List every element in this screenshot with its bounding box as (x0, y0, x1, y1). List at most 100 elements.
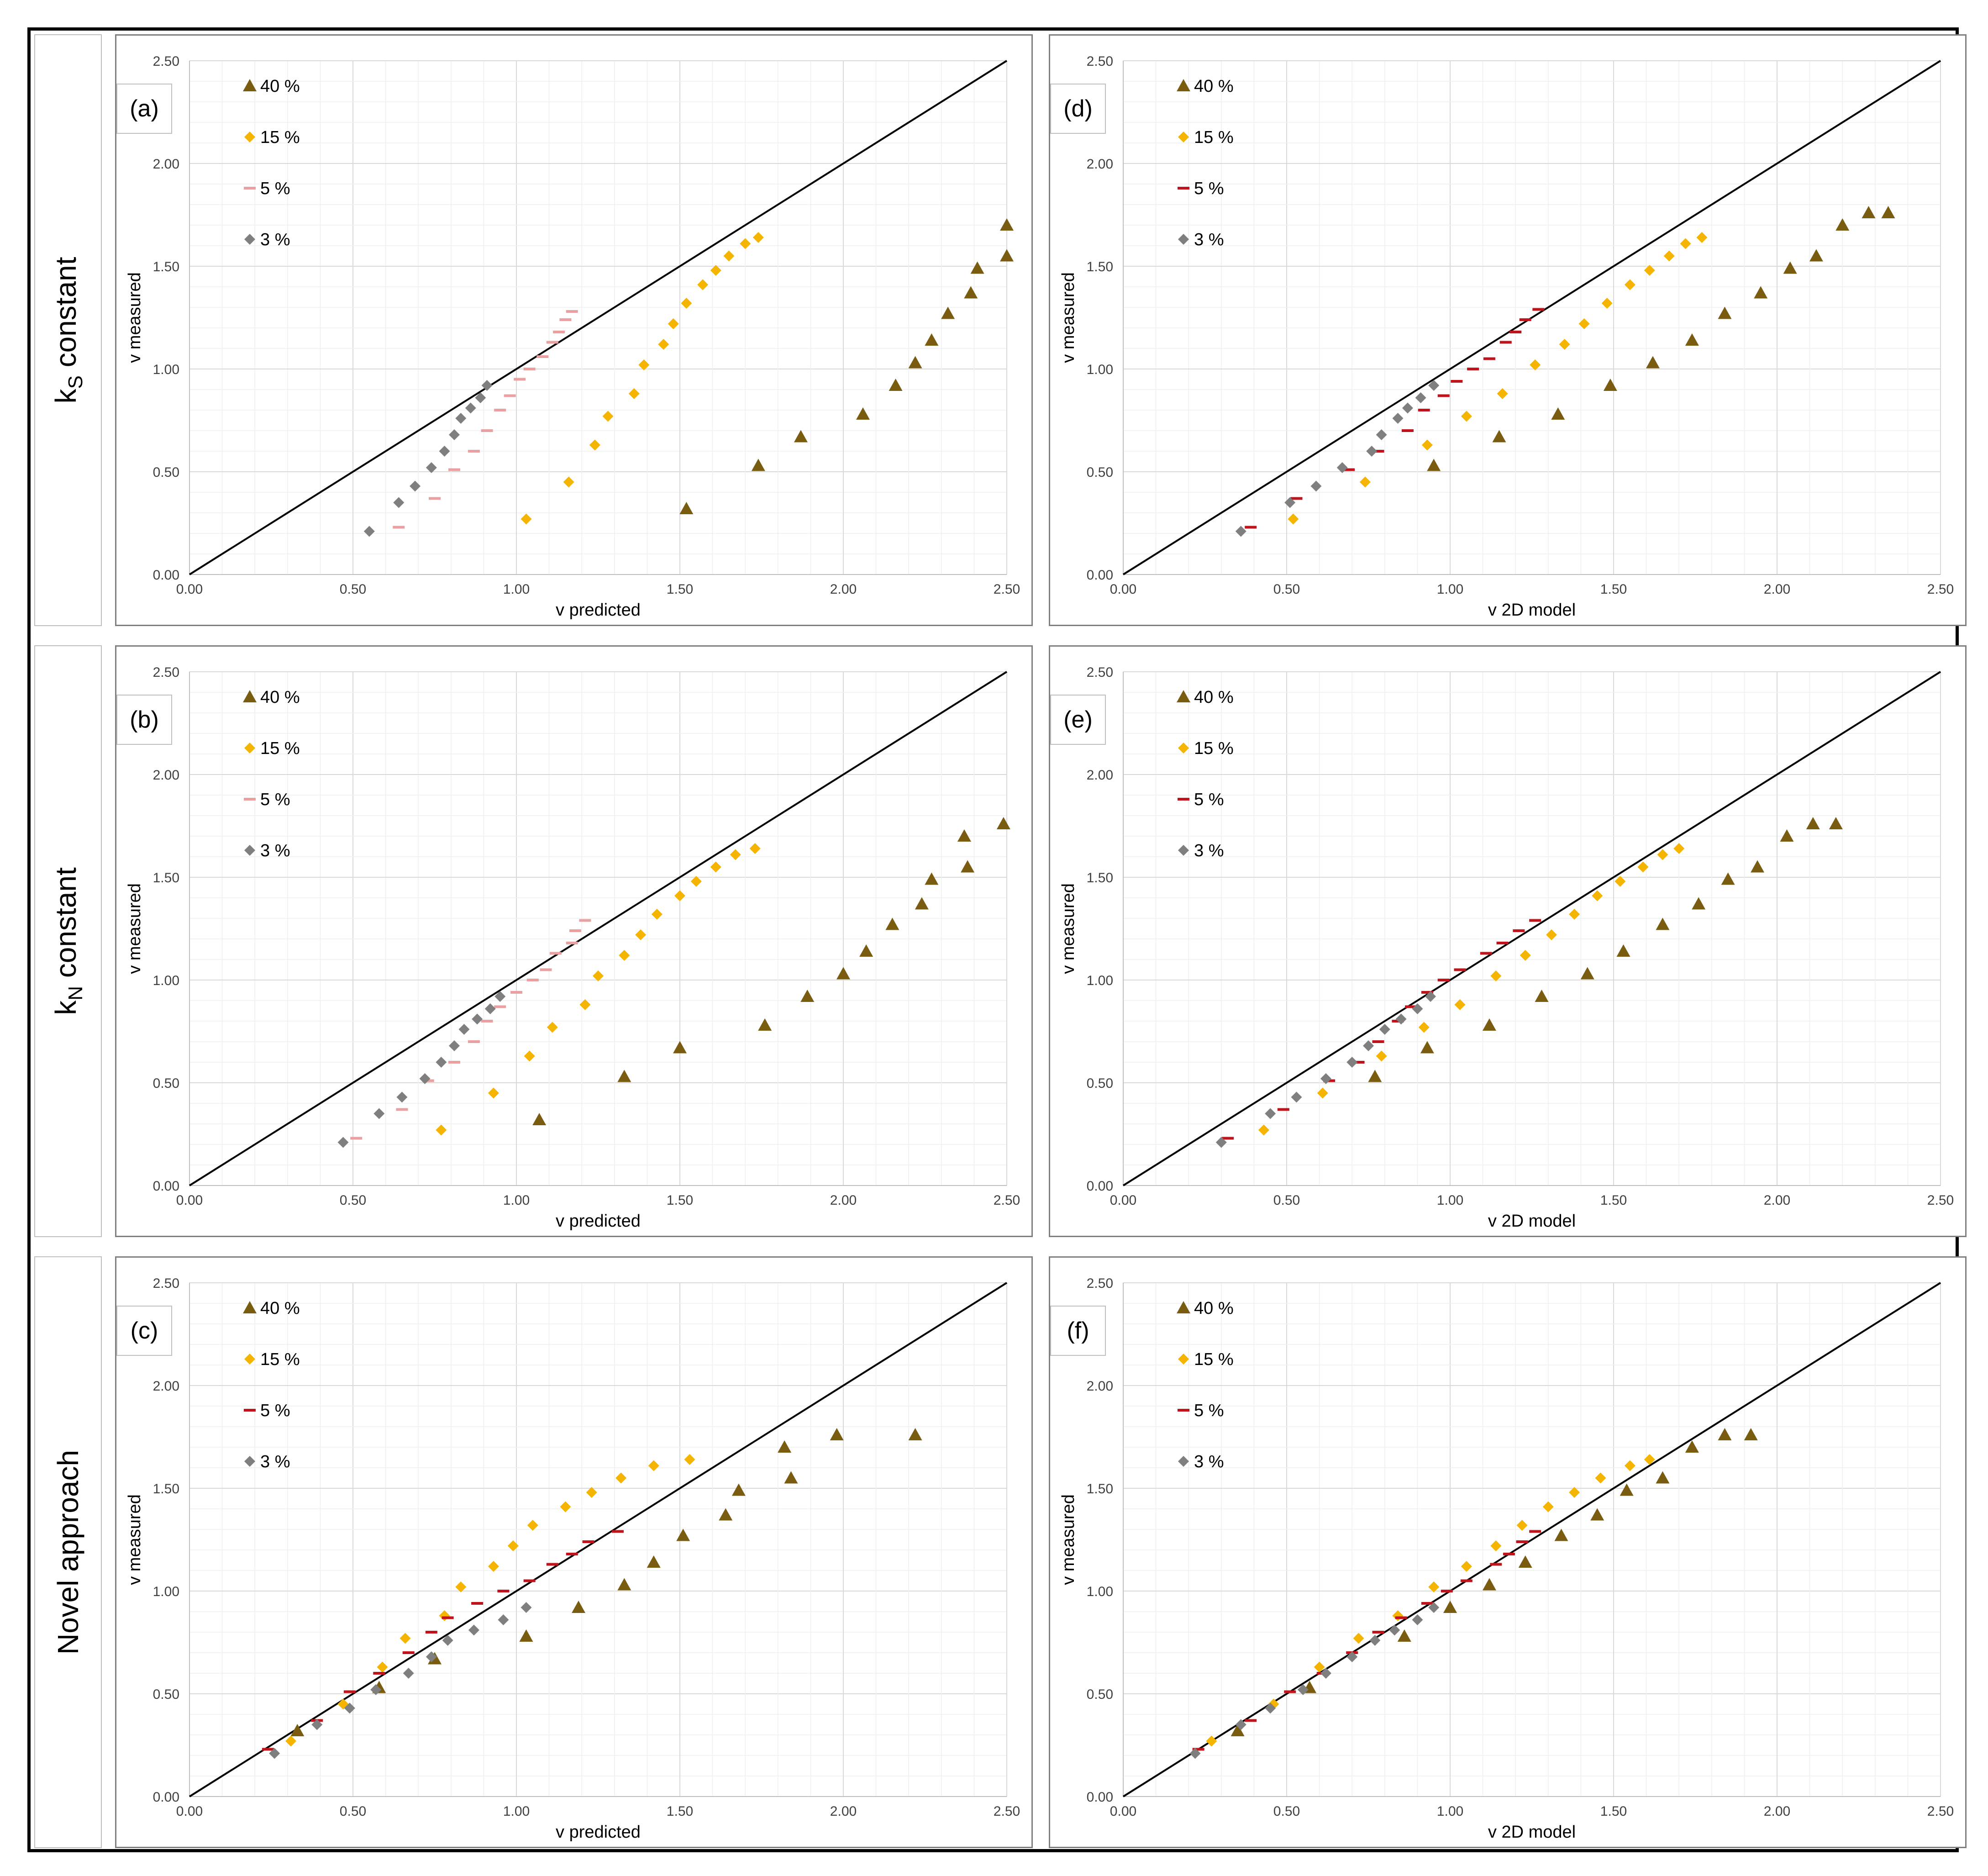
x-axis-title: v 2D model (1488, 1212, 1576, 1231)
data-point (494, 991, 506, 1002)
data-point (651, 909, 663, 920)
data-point (925, 872, 939, 885)
data-point (1603, 379, 1617, 391)
data-point (377, 1661, 388, 1673)
data-point (836, 967, 850, 980)
data-point (1646, 356, 1660, 369)
legend-label: 40 % (1194, 1299, 1234, 1318)
data-point (426, 1651, 437, 1662)
legend-label: 40 % (1194, 77, 1234, 96)
data-point (448, 1040, 460, 1051)
row-label-ks: kS constant (49, 257, 87, 404)
x-tick-label: 1.00 (1437, 582, 1463, 597)
y-tick-label: 2.00 (153, 1379, 179, 1394)
x-tick-label: 1.00 (503, 1193, 530, 1208)
data-point (1402, 402, 1413, 414)
data-point (1529, 1530, 1541, 1533)
data-point (1451, 380, 1463, 383)
data-point (1696, 232, 1708, 243)
legend-label: 5 % (260, 1401, 290, 1420)
data-point (668, 318, 679, 329)
data-point (1428, 1581, 1440, 1592)
data-point (536, 355, 549, 358)
x-tick-label: 0.50 (340, 1804, 366, 1819)
data-point (1428, 380, 1440, 391)
data-point (1513, 929, 1525, 932)
data-point (719, 1508, 733, 1521)
data-point (957, 829, 971, 842)
data-point (373, 1108, 385, 1119)
data-point (1569, 1487, 1580, 1498)
data-point (439, 446, 450, 457)
y-axis-title: v measured (125, 883, 144, 974)
data-point (1320, 1073, 1331, 1084)
y-tick-label: 0.00 (153, 1790, 179, 1805)
data-point (730, 849, 741, 860)
data-point (1368, 1070, 1382, 1082)
data-point (617, 1070, 631, 1082)
legend-label: 40 % (260, 688, 300, 707)
data-point (1401, 429, 1414, 432)
x-axis-title: v 2D model (1488, 1823, 1576, 1842)
data-point (697, 279, 709, 290)
data-point (455, 413, 467, 424)
data-point (521, 1602, 532, 1613)
legend-marker (244, 1354, 255, 1365)
legend-marker (1178, 798, 1189, 801)
reference-line (1122, 60, 1941, 575)
data-point (1284, 1690, 1296, 1693)
data-point (1806, 817, 1820, 829)
data-point (1421, 439, 1433, 451)
data-point (1418, 1022, 1430, 1033)
data-point (1535, 990, 1549, 1002)
legend-label: 5 % (260, 790, 290, 809)
data-point (540, 968, 552, 971)
y-tick-label: 2.00 (1087, 157, 1113, 172)
data-point (1420, 1041, 1434, 1054)
data-point (1744, 1428, 1758, 1440)
data-point (1615, 876, 1626, 887)
data-point (494, 1005, 506, 1008)
y-tick-label: 0.50 (1087, 1076, 1113, 1091)
data-point (964, 286, 978, 299)
data-point (524, 1050, 535, 1062)
legend-marker (244, 187, 256, 190)
data-point (908, 356, 922, 369)
legend-marker (1178, 1409, 1189, 1412)
data-point (370, 1684, 382, 1695)
data-point (681, 298, 692, 309)
panel-label: (f) (1050, 1306, 1106, 1356)
data-point (1496, 942, 1509, 944)
data-point (1268, 1698, 1279, 1710)
reference-line (189, 1282, 1008, 1797)
data-point (290, 1724, 305, 1736)
data-point (1592, 890, 1603, 901)
data-point (1395, 1013, 1407, 1025)
data-point (1443, 1601, 1457, 1613)
legend-label: 40 % (260, 77, 300, 96)
chart-panel-b: 0.00 0.50 1.00 1.50 2.00 2.50 0.00 0.50 1.00 1.50… (115, 645, 1033, 1237)
data-point (1397, 1629, 1411, 1642)
data-point (1680, 238, 1691, 249)
data-point (1685, 333, 1699, 346)
data-point (1516, 1520, 1528, 1531)
y-tick-label: 1.00 (153, 973, 179, 988)
data-point (961, 860, 975, 873)
data-point (455, 1581, 467, 1592)
chart-panel-a: 0.00 0.50 1.00 1.50 2.00 2.50 0.00 0.50 1.00 1.50… (115, 34, 1033, 626)
data-point (1418, 409, 1430, 411)
data-point (523, 1579, 536, 1582)
data-point (465, 402, 476, 414)
data-point (1277, 1108, 1289, 1111)
data-point (436, 1124, 447, 1136)
data-point (1192, 1748, 1204, 1751)
data-point (429, 497, 441, 500)
data-point (481, 380, 493, 391)
legend-marker (243, 690, 257, 702)
data-point (617, 1578, 631, 1591)
data-point (1427, 458, 1441, 471)
data-point (553, 331, 565, 333)
data-point (885, 917, 899, 930)
x-tick-label: 2.50 (994, 582, 1020, 597)
data-point (269, 1748, 280, 1759)
